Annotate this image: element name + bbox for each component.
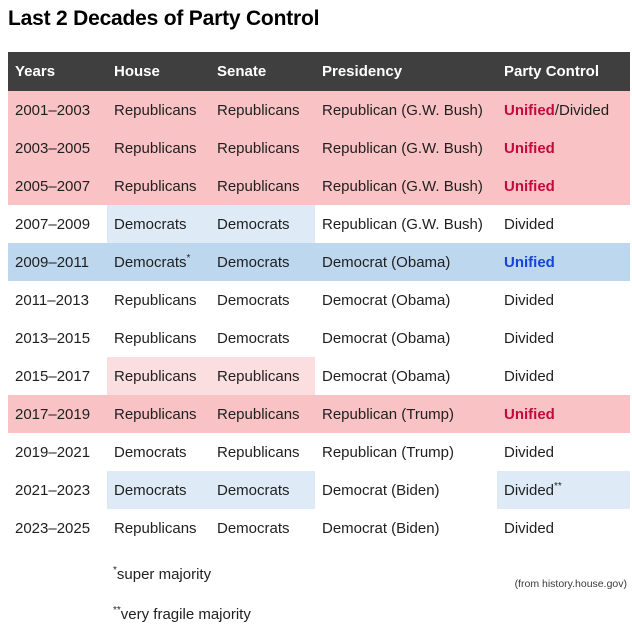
control-cell: Unified: [497, 395, 630, 433]
column-header: Senate: [210, 52, 315, 91]
column-header: Years: [8, 52, 107, 91]
presidency-cell: Republican (G.W. Bush): [322, 215, 483, 233]
house-cell: Democrats*: [107, 243, 210, 281]
senate-cell: Republicans: [210, 91, 315, 129]
senate-cell: Democrats: [210, 471, 315, 509]
column-header: Party Control: [497, 52, 630, 91]
page-title: Last 2 Decades of Party Control: [8, 7, 320, 30]
senate-cell: Democrats: [217, 519, 290, 537]
control-cell: Unified: [497, 129, 630, 167]
senate-cell: Democrats: [217, 329, 290, 347]
presidency-cell: Republican (G.W. Bush): [315, 129, 497, 167]
senate-cell: Democrats: [217, 291, 290, 309]
presidency-cell: Democrat (Obama): [315, 243, 497, 281]
footnote-text: super majority: [116, 566, 212, 583]
years-cell: 2007–2009: [15, 215, 91, 233]
senate-cell: Republicans: [217, 443, 300, 461]
presidency-cell: Democrat (Obama): [322, 291, 451, 309]
table-row: 2003–2005 Republicans Republicans Republica…: [8, 129, 630, 167]
control-cell: Unified: [497, 167, 630, 205]
header-row: Years House Senate Presidency Party Control: [8, 52, 630, 91]
table-row: 2011–2013 Republicans Democrats Democrat (O…: [8, 281, 630, 319]
source-note: (from history.house.gov): [514, 578, 627, 590]
years-cell: 2019–2021: [15, 443, 91, 461]
house-cell: Republicans: [114, 329, 197, 347]
house-cell: Democrats: [107, 471, 210, 509]
house-cell: Republicans: [107, 357, 210, 395]
column-header: House: [107, 52, 210, 91]
house-cell: Republicans: [114, 519, 197, 537]
years-cell: 2001–2003: [8, 91, 107, 129]
control-cell: Unified: [497, 243, 630, 281]
years-cell: 2013–2015: [15, 329, 91, 347]
years-cell: 2015–2017: [15, 367, 91, 385]
presidency-cell: Republican (Trump): [322, 443, 454, 461]
years-cell: 2005–2007: [8, 167, 107, 205]
years-cell: 2023–2025: [15, 519, 91, 537]
table-row: 2005–2007 Republicans Republicans Republica…: [8, 167, 630, 205]
senate-cell: Republicans: [210, 395, 315, 433]
table-head: Years House Senate Presidency Party Control: [8, 52, 630, 91]
control-cell: Divided: [504, 329, 555, 347]
table-row: 2013–2015 Republicans Democrats Democrat (O…: [8, 319, 630, 357]
party-control-table: Years House Senate Presidency Party Control …: [8, 52, 630, 547]
presidency-cell: Democrat (Obama): [322, 367, 451, 385]
years-cell: 2017–2019: [8, 395, 107, 433]
presidency-cell: Democrat (Biden): [322, 481, 440, 499]
house-cell: Republicans: [107, 129, 210, 167]
table-body: 2001–2003 Republicans Republicans Republica…: [8, 91, 630, 547]
table-row: 2023–2025 Republicans Democrats Democrat (B…: [8, 509, 630, 547]
table-row: 2009–2011 Democrats* Democrats Democrat (Ob…: [8, 243, 630, 281]
footnote-fragile-majority: **very fragile majority: [113, 605, 251, 624]
control-cell: Divided: [504, 443, 555, 461]
table-row: 2015–2017 Republicans Republicans Democrat …: [8, 357, 630, 395]
table-row: 2007–2009 Democrats Democrats Republican (G…: [8, 205, 630, 243]
presidency-cell: Democrat (Biden): [322, 519, 440, 537]
footnote-marker: *: [113, 565, 117, 576]
footnote-marker: **: [113, 605, 121, 616]
table-row: 2021–2023 Democrats Democrats Democrat (Bid…: [8, 471, 630, 509]
table-row: 2019–2021 Democrats Republicans Republican …: [8, 433, 630, 471]
control-cell: Divided: [504, 215, 555, 233]
senate-cell: Republicans: [210, 357, 315, 395]
control-cell: Divided: [504, 291, 555, 309]
control-cell: Divided**: [497, 471, 630, 509]
senate-cell: Republicans: [210, 167, 315, 205]
house-cell: Democrats: [107, 205, 210, 243]
house-cell: Republicans: [107, 91, 210, 129]
years-cell: 2009–2011: [8, 243, 107, 281]
footnote-text: very fragile majority: [120, 606, 251, 623]
house-cell: Republicans: [107, 395, 210, 433]
presidency-cell: Republican (G.W. Bush): [315, 91, 497, 129]
presidency-cell: Democrat (Obama): [322, 329, 451, 347]
presidency-cell: Republican (Trump): [315, 395, 497, 433]
footnote-super-majority: *super majority: [113, 565, 212, 584]
control-cell: Divided: [504, 519, 555, 537]
house-cell: Republicans: [107, 167, 210, 205]
years-cell: 2003–2005: [8, 129, 107, 167]
control-cell: Divided: [504, 367, 555, 385]
senate-cell: Republicans: [210, 129, 315, 167]
years-cell: 2021–2023: [15, 481, 91, 499]
house-cell: Democrats: [114, 443, 187, 461]
table-row: 2001–2003 Republicans Republicans Republica…: [8, 91, 630, 129]
senate-cell: Democrats: [210, 243, 315, 281]
house-cell: Republicans: [114, 291, 197, 309]
column-header: Presidency: [315, 52, 497, 91]
control-cell: Unified/Divided: [497, 91, 630, 129]
table-row: 2017–2019 Republicans Republicans Republica…: [8, 395, 630, 433]
presidency-cell: Republican (G.W. Bush): [315, 167, 497, 205]
years-cell: 2011–2013: [15, 291, 89, 309]
senate-cell: Democrats: [210, 205, 315, 243]
